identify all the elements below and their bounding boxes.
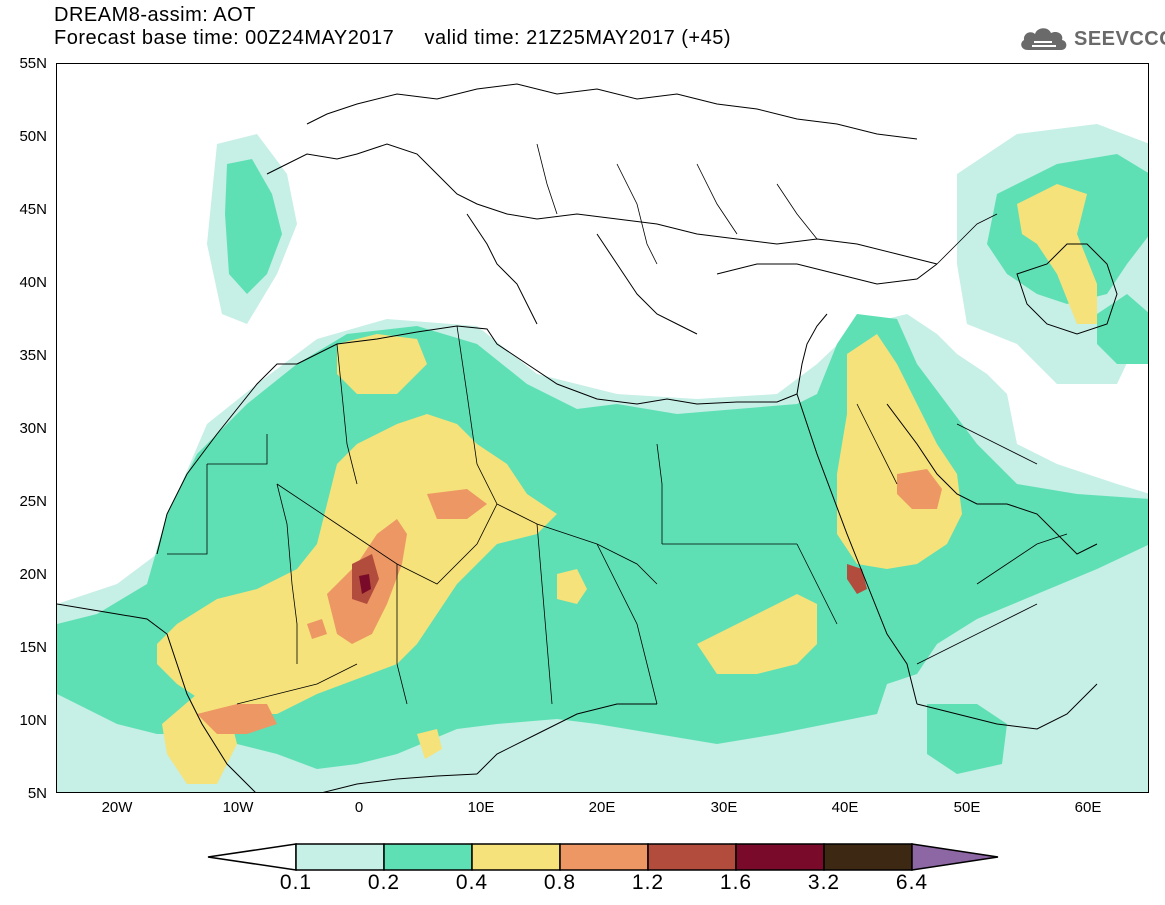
seevccc-logo: SEEVCCC [1018, 24, 1165, 54]
lat-label-50n: 50N [19, 128, 47, 145]
lon-label-20w: 20W [101, 799, 133, 816]
aot-contour-06 [359, 574, 371, 594]
base-time-label: Forecast base time: 00Z24MAY2017 [54, 27, 395, 49]
lat-label-20n: 20N [19, 566, 47, 583]
lon-label-10w: 10W [222, 799, 254, 816]
colorbar-left-arrow [207, 843, 297, 871]
cloud-icon [1021, 28, 1067, 50]
colorbar-right-arrow [911, 843, 999, 871]
colorbar-label-1-6: 1.6 [719, 871, 753, 894]
time-info: Forecast base time: 00Z24MAY2017 valid t… [54, 27, 731, 49]
lon-label-40e: 40E [831, 799, 859, 816]
colorbar-label-0-1: 0.1 [279, 871, 313, 894]
lat-label-55n: 55N [19, 55, 47, 72]
lat-label-40n: 40N [19, 274, 47, 291]
valid-time-label: valid time: 21Z25MAY2017 (+45) [424, 27, 731, 49]
lon-label-50e: 50E [953, 799, 981, 816]
colorbar-label-6-4: 6.4 [895, 871, 929, 894]
country-borders [167, 143, 1068, 705]
colorbar-label-1-2: 1.2 [631, 871, 665, 894]
lon-label-30e: 30E [710, 799, 738, 816]
colorbar-bin-2 [383, 843, 473, 871]
lat-label-30n: 30N [19, 420, 47, 437]
lat-label-10n: 10N [19, 712, 47, 729]
lat-label-45n: 45N [19, 201, 47, 218]
aot-colorbar [207, 843, 999, 871]
colorbar-label-3-2: 3.2 [807, 871, 841, 894]
lat-label-5n: 5N [27, 785, 47, 802]
coastlines [57, 83, 1118, 792]
lon-label-0: 0 [354, 799, 364, 816]
lon-label-60e: 60E [1074, 799, 1102, 816]
lat-label-25n: 25N [19, 493, 47, 510]
colorbar-bin-7 [823, 843, 913, 871]
colorbar-bin-1 [295, 843, 385, 871]
lat-label-35n: 35N [19, 347, 47, 364]
lon-label-20e: 20E [588, 799, 616, 816]
logo-text: SEEVCCC [1074, 27, 1165, 50]
colorbar-label-0-4: 0.4 [455, 871, 489, 894]
colorbar-bin-6 [735, 843, 825, 871]
colorbar-label-0-2: 0.2 [367, 871, 401, 894]
aot-field-map [57, 83, 1148, 792]
map-panel [56, 63, 1149, 793]
product-title: DREAM8-assim: AOT [54, 4, 256, 26]
colorbar-label-0-8: 0.8 [543, 871, 577, 894]
colorbar-bin-3 [471, 843, 561, 871]
lon-label-10e: 10E [467, 799, 495, 816]
lat-label-15n: 15N [19, 639, 47, 656]
colorbar-bin-4 [559, 843, 649, 871]
colorbar-bin-5 [647, 843, 737, 871]
